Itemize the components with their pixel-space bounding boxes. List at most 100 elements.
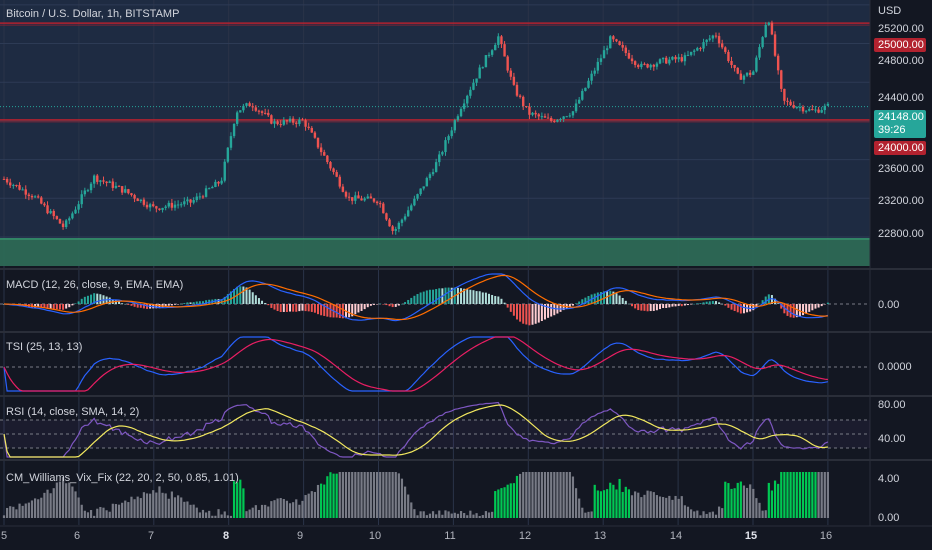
vixfix-bar (152, 490, 155, 518)
vixfix-bar (770, 490, 774, 518)
macd-histogram-bar (37, 304, 40, 308)
vixfix-bar (749, 484, 752, 518)
candle-body (543, 116, 547, 118)
candle-body (217, 181, 220, 184)
macd-histogram-bar (749, 304, 752, 312)
macd-histogram-bar (351, 304, 354, 317)
candle-body (462, 103, 466, 109)
vixfix-bar (528, 472, 531, 518)
macd-histogram-bar (223, 296, 226, 304)
vixfix-title[interactable]: CM_Williams_Vix_Fix (22, 20, 2, 50, 0.85… (6, 472, 239, 484)
vixfix-bar (310, 491, 313, 518)
candle-body (416, 194, 419, 199)
vixfix-bar (394, 472, 397, 518)
candle-body (683, 55, 687, 62)
candle-body (102, 180, 105, 182)
vixfix-bar (145, 493, 149, 518)
macd-histogram-bar (789, 304, 792, 318)
macd-title[interactable]: MACD (12, 26, close, 9, EMA, EMA) (6, 279, 184, 291)
macd-histogram-bar (571, 304, 574, 306)
macd-histogram-bar (285, 304, 288, 312)
candle-body (332, 168, 335, 173)
vixfix-bar (108, 511, 111, 518)
price-tick: 25200.00 (878, 23, 924, 35)
macd-histogram-bar (121, 303, 124, 304)
candle-body (546, 117, 550, 119)
vixfix-bar (354, 472, 357, 518)
candle-body (198, 196, 202, 198)
candle-body (80, 194, 83, 205)
candle-body (363, 198, 366, 201)
vixfix-bar (407, 494, 410, 518)
candle-body (605, 48, 609, 51)
vixfix-bar (195, 507, 198, 518)
vixfix-bar (232, 481, 236, 518)
macd-histogram-bar (547, 304, 550, 318)
vixfix-bar (652, 492, 655, 518)
vixfix-bar (80, 504, 83, 518)
chart-title[interactable]: Bitcoin / U.S. Dollar, 1h, BITSTAMP (6, 8, 180, 20)
x-axis-label: 13 (593, 530, 607, 542)
vixfix-bar (33, 498, 37, 518)
candle-body (615, 39, 618, 42)
vixfix-bar (167, 498, 170, 518)
support-zone (0, 238, 870, 266)
macd-histogram-bar (596, 292, 599, 304)
rsi-title[interactable]: RSI (14, close, SMA, 14, 2) (6, 406, 140, 418)
macd-signal-line (3, 274, 828, 321)
vixfix-bar (671, 499, 674, 518)
candle-body (391, 226, 394, 231)
candle-body (313, 132, 317, 138)
vixfix-bar (786, 472, 789, 518)
vixfix-bar (696, 510, 699, 518)
vixfix-bar (416, 515, 419, 518)
vixfix-bar (519, 473, 522, 518)
vixfix-bar (745, 487, 749, 518)
macd-histogram-bar (248, 289, 251, 304)
macd-histogram-bar (559, 304, 562, 312)
candle-body (338, 176, 341, 187)
candle-body (472, 82, 475, 90)
vixfix-bar (624, 486, 627, 518)
tsi-title[interactable]: TSI (25, 13, 13) (6, 341, 83, 353)
vixfix-bar (820, 472, 823, 518)
level-tag-upper: 25000.00 (874, 38, 926, 52)
candle-body (755, 57, 758, 72)
vixfix-bar (326, 476, 329, 518)
candle-body (375, 201, 379, 204)
candle-body (111, 181, 115, 188)
macd-histogram-bar (711, 300, 714, 304)
vixfix-bar (348, 472, 351, 518)
candle-body (503, 44, 506, 57)
vixfix-bar (596, 490, 599, 518)
vixfix-bar (599, 491, 603, 518)
vixfix-bar (515, 475, 519, 518)
macd-histogram-bar (379, 303, 382, 305)
macd-histogram-bar (515, 304, 518, 320)
vixfix-bar (273, 500, 276, 518)
macd-histogram-bar (257, 298, 260, 304)
candle-body (310, 127, 313, 133)
vixfix-bar (584, 512, 587, 518)
macd-histogram-bar (615, 293, 618, 304)
macd-histogram-bar (522, 304, 525, 324)
vixfix-bar (512, 483, 515, 518)
macd-histogram-bar (43, 304, 46, 308)
candle-body (183, 201, 186, 205)
vixfix-bar (192, 504, 195, 518)
macd-histogram-bar (730, 304, 733, 310)
vixfix-bar (341, 472, 344, 518)
vixfix-bar (251, 507, 254, 518)
candle-body (559, 118, 562, 120)
vixfix-bar (204, 512, 208, 518)
candle-body (808, 108, 811, 111)
candle-body (658, 59, 662, 64)
macd-histogram-bar (251, 292, 254, 304)
vixfix-bar (68, 482, 71, 518)
candle-body (127, 189, 130, 194)
macd-histogram-bar (407, 299, 410, 304)
vixfix-bar (183, 501, 186, 518)
macd-histogram-bar (702, 302, 705, 304)
vixfix-bar (531, 472, 534, 518)
